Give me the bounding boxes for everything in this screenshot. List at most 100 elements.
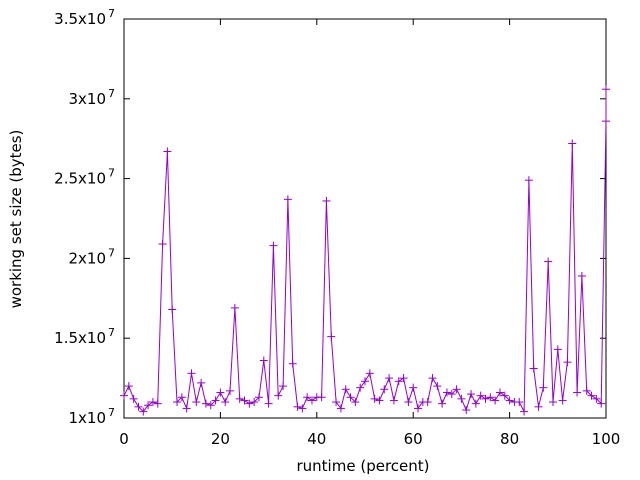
y-tick-label: 2x10 bbox=[68, 249, 106, 267]
data-point bbox=[495, 388, 504, 397]
data-point bbox=[467, 390, 476, 399]
data-point bbox=[158, 240, 167, 249]
data-point bbox=[389, 396, 398, 405]
data-point bbox=[370, 394, 379, 403]
data-point bbox=[173, 398, 182, 407]
data-point bbox=[303, 393, 312, 402]
y-tick-label: 1x10 bbox=[68, 409, 106, 427]
data-point bbox=[332, 398, 341, 407]
data-point bbox=[442, 388, 451, 397]
data-point bbox=[351, 398, 360, 407]
data-point bbox=[283, 195, 292, 204]
data-point bbox=[597, 399, 606, 408]
data-point bbox=[269, 241, 278, 250]
x-tick-label: 20 bbox=[211, 430, 230, 448]
data-point bbox=[226, 386, 235, 395]
data-point bbox=[211, 396, 220, 405]
data-point bbox=[520, 407, 529, 416]
data-point bbox=[192, 398, 201, 407]
data-point bbox=[505, 396, 514, 405]
data-point bbox=[293, 402, 302, 411]
data-point bbox=[336, 404, 345, 413]
data-point bbox=[230, 303, 239, 312]
data-point bbox=[515, 398, 524, 407]
data-point bbox=[548, 398, 557, 407]
data-point bbox=[491, 396, 500, 405]
data-point bbox=[563, 358, 572, 367]
y-axis-label: working set size (bytes) bbox=[7, 130, 25, 309]
y-tick-exponent: 7 bbox=[108, 87, 115, 100]
data-point bbox=[279, 382, 288, 391]
data-point bbox=[264, 399, 273, 408]
data-point bbox=[221, 398, 230, 407]
data-point bbox=[240, 396, 249, 405]
data-point bbox=[288, 359, 297, 368]
data-point bbox=[486, 393, 495, 402]
data-point bbox=[245, 399, 254, 408]
data-point bbox=[177, 393, 186, 402]
data-point bbox=[602, 85, 610, 94]
data-point bbox=[553, 345, 562, 354]
data-point bbox=[148, 398, 157, 407]
x-axis: 0 20 40 60 80 100 bbox=[119, 19, 620, 448]
data-point bbox=[120, 391, 128, 400]
data-point bbox=[182, 404, 191, 413]
data-point bbox=[587, 391, 596, 400]
data-point bbox=[139, 407, 148, 416]
data-point bbox=[168, 305, 177, 314]
data-point bbox=[134, 402, 143, 411]
data-point bbox=[153, 399, 162, 408]
data-point bbox=[197, 378, 206, 387]
data-point bbox=[201, 399, 210, 408]
data-point bbox=[250, 398, 259, 407]
data-point bbox=[254, 393, 263, 402]
data-point bbox=[577, 271, 586, 280]
data-point bbox=[144, 401, 153, 410]
data-point bbox=[380, 385, 389, 394]
data-point bbox=[573, 388, 582, 397]
x-tick-label: 60 bbox=[404, 430, 423, 448]
data-point bbox=[539, 383, 548, 392]
data-point bbox=[568, 139, 577, 148]
y-tick-exponent: 7 bbox=[108, 167, 115, 180]
data-point bbox=[544, 257, 553, 266]
data-point bbox=[471, 399, 480, 408]
data-point bbox=[341, 385, 350, 394]
data-point bbox=[307, 396, 316, 405]
y-tick-label: 2.5x10 bbox=[54, 170, 106, 188]
data-point bbox=[438, 399, 447, 408]
data-point bbox=[346, 393, 355, 402]
x-tick-label: 0 bbox=[119, 430, 129, 448]
data-point bbox=[524, 176, 533, 185]
data-point bbox=[298, 404, 307, 413]
data-point bbox=[423, 398, 432, 407]
data-point bbox=[274, 391, 283, 400]
data-point bbox=[534, 402, 543, 411]
data-point bbox=[462, 406, 471, 415]
data-point bbox=[592, 394, 601, 403]
series-line bbox=[123, 89, 607, 413]
data-point bbox=[259, 356, 268, 365]
series-layer bbox=[120, 85, 610, 416]
data-point bbox=[216, 388, 225, 397]
data-point bbox=[409, 383, 418, 392]
data-point bbox=[452, 385, 461, 394]
data-point bbox=[124, 382, 133, 391]
data-point bbox=[529, 364, 538, 373]
x-tick-label: 100 bbox=[592, 430, 621, 448]
data-point bbox=[602, 117, 610, 126]
data-point bbox=[414, 404, 423, 413]
plot-area bbox=[123, 18, 607, 419]
data-point bbox=[163, 147, 172, 156]
y-tick-label: 3.5x10 bbox=[54, 10, 106, 28]
data-point bbox=[500, 391, 509, 400]
y-tick-label: 3x10 bbox=[68, 90, 106, 108]
data-point bbox=[129, 394, 138, 403]
data-point bbox=[365, 369, 374, 378]
data-point bbox=[433, 382, 442, 391]
data-point bbox=[404, 398, 413, 407]
data-point bbox=[322, 196, 331, 205]
data-point bbox=[394, 377, 403, 386]
data-point bbox=[375, 396, 384, 405]
